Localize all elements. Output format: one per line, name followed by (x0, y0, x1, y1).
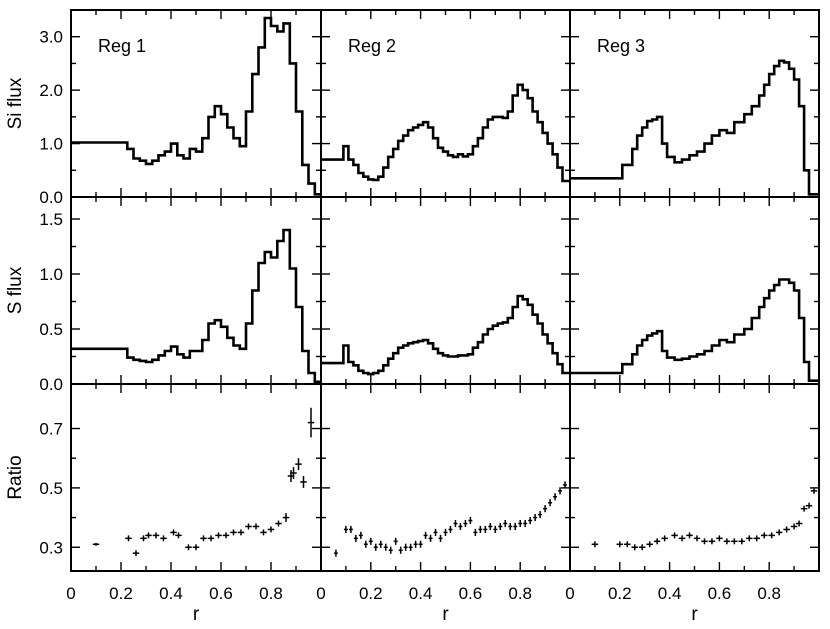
panel-1-si: Reg 1 (70, 9, 322, 198)
x-axis-label: r (691, 604, 698, 625)
y-tick-label: 1.5 (39, 210, 63, 229)
y-tick-label: 0.0 (39, 375, 63, 394)
x-tick-label: 0.6 (459, 584, 483, 603)
y-tick-label: 0.0 (39, 188, 63, 207)
panel-frame (320, 383, 571, 572)
y-tick-label: 0.5 (39, 320, 63, 339)
panel-grid: Reg 1 Reg 2 Reg 3 (70, 9, 820, 572)
panel-1-s (70, 196, 322, 385)
x-tick-label: 0.8 (259, 584, 283, 603)
region-title: Reg 1 (98, 36, 146, 56)
x-tick-label: 0.4 (159, 584, 183, 603)
y-tick-label: 0.3 (39, 538, 63, 557)
panel-frame (70, 196, 322, 385)
x-tick-label: 0 (565, 584, 574, 603)
y-tick-label: 1.0 (39, 135, 63, 154)
y-tick-label: 0.5 (39, 479, 63, 498)
panel-2-ratio (320, 383, 571, 572)
si-flux-line (570, 59, 819, 196)
x-axis-label: r (193, 604, 200, 625)
x-tick-label: 0 (66, 584, 75, 603)
x-tick-label: 0.8 (757, 584, 781, 603)
s-flux-line (321, 294, 570, 376)
panel-3-si: Reg 3 (569, 9, 820, 198)
panel-frame (70, 383, 322, 572)
x-tick-label: 0.2 (109, 584, 133, 603)
y-axis-label: Ratio (5, 455, 26, 499)
x-tick-label: 0.6 (708, 584, 732, 603)
y-axis-label: S flux (5, 266, 26, 314)
y-tick-label: 2.0 (39, 81, 63, 100)
axis-labels: 0 0.2 0.4 0.6 0.8 r 0 0.2 0.4 0.6 0.8 r 0 0.2 0.4 0.6 0.… (5, 28, 781, 625)
x-tick-label: 0.2 (359, 584, 383, 603)
x-tick-label: 0 (316, 584, 325, 603)
x-tick-label: 0.4 (409, 584, 433, 603)
y-tick-label: 1.0 (39, 265, 63, 284)
si-flux-line (321, 83, 570, 183)
x-tick-label: 0.2 (608, 584, 632, 603)
s-flux-line (570, 278, 819, 382)
region-title: Reg 2 (348, 36, 396, 56)
x-tick-label: 0.6 (209, 584, 233, 603)
y-axis-label: Si flux (5, 77, 26, 129)
panel-2-s (320, 196, 571, 385)
x-tick-label: 0.4 (658, 584, 682, 603)
s-flux-line (71, 228, 321, 384)
panel-3-s (569, 196, 820, 385)
region-title: Reg 3 (597, 36, 645, 56)
y-tick-label: 0.7 (39, 420, 63, 439)
x-tick-label: 0.8 (508, 584, 532, 603)
x-axis-label: r (442, 604, 449, 625)
panel-1-ratio (70, 383, 322, 572)
panel-3-ratio (569, 383, 820, 572)
si-flux-line (71, 16, 321, 196)
y-tick-label: 3.0 (39, 28, 63, 47)
panel-2-si: Reg 2 (320, 9, 571, 198)
panel-frame (569, 383, 820, 572)
